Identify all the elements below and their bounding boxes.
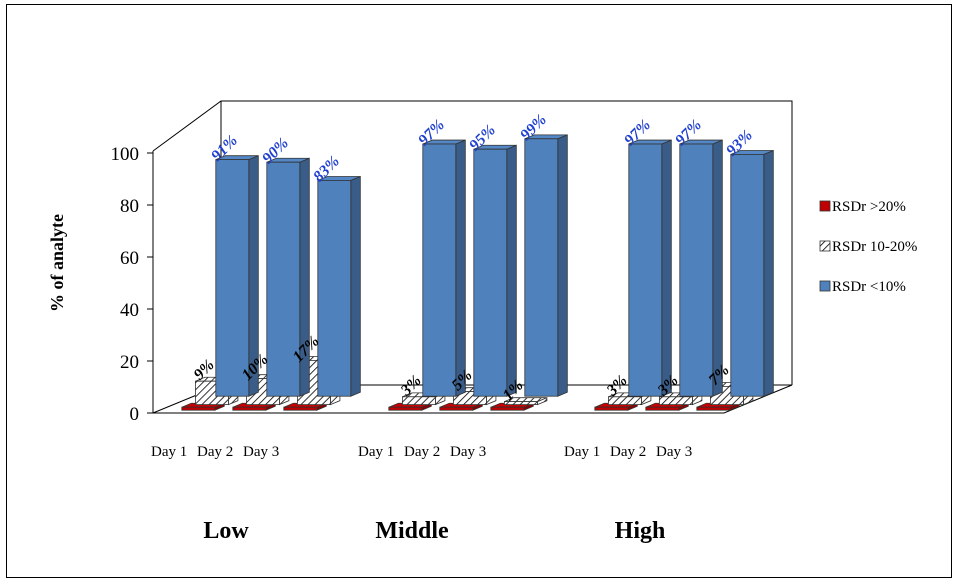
bar-front [594,406,629,411]
bar-side [763,149,774,397]
bar-front [439,406,474,411]
bar-front [628,143,663,397]
category-labels: Day 1 Day 2 Day 3 Day 1 Day 2 Day 3 Day 1 Day 2… [151,444,692,544]
group-label: High [615,518,666,544]
bar-front [473,148,508,397]
category-label: Day 1 [358,444,394,460]
category-label: Day 2 [404,444,440,460]
bar-side [661,139,672,397]
bar-front [388,406,423,411]
bar-front [283,406,318,411]
legend-swatch [819,280,831,292]
bar-side [557,134,568,397]
category-label: Day 2 [610,444,646,460]
bar [503,397,548,406]
bar-front [422,143,457,397]
bar-front [503,401,538,406]
bar-front [696,406,731,411]
bar-front [317,179,352,397]
y-axis-title: % of analyte [47,214,67,312]
bar-front [181,406,216,411]
y-tick-label: 40 [120,300,139,321]
legend-item: RSDr 10-20% [819,239,917,255]
y-tick-label: 80 [120,196,139,217]
y-tick-label: 100 [111,144,140,165]
group-label: Middle [375,518,449,544]
bar [232,402,276,411]
back-wall [152,100,793,385]
group-label: Low [203,518,249,544]
legend-label: RSDr <10% [832,279,906,295]
bar [679,139,723,397]
legend-swatch [819,200,831,212]
bar-front [490,406,525,411]
bar-front [215,159,250,397]
bar-front [524,138,559,397]
bar-side [350,175,361,397]
y-tick-label: 0 [130,404,140,425]
y-tick-label: 60 [120,248,139,269]
y-axis: 0 20 40 60 80 100 % of analyte [47,144,154,425]
bar-front [730,153,765,397]
y-tick-label: 20 [120,352,139,373]
category-label: Day 1 [151,444,187,460]
bar-side [506,144,517,397]
bar-side [712,139,723,397]
bars [181,134,774,411]
legend: RSDr >20% RSDr 10-20% RSDr <10% [819,199,917,295]
bar-front [679,143,714,397]
bar [317,175,361,397]
legend-swatch [819,240,831,252]
bar [473,144,517,397]
bar-front [266,161,301,397]
bar-front [645,406,680,411]
legend-item: RSDr >20% [819,199,906,215]
category-label: Day 3 [243,444,279,460]
bar-front [401,396,436,405]
bar-front [659,396,693,405]
legend-label: RSDr >20% [832,199,906,215]
bar-front [608,396,642,405]
bar [730,149,774,397]
category-label: Day 3 [450,444,486,460]
bar-front [232,406,267,411]
bar-side [455,139,466,397]
bar [628,139,672,397]
legend-label: RSDr 10-20% [832,239,917,255]
chart-frame: 0 20 40 60 80 100% of analyte 9% 10% 17% 3% 5% 1% 3… [6,4,952,578]
legend-item: RSDr <10% [819,279,906,295]
category-label: Day 2 [197,444,233,460]
bar [215,155,259,397]
category-label: Day 3 [656,444,692,460]
bar [524,134,568,397]
category-label: Day 1 [564,444,600,460]
bar [266,157,310,397]
bar [422,139,466,397]
